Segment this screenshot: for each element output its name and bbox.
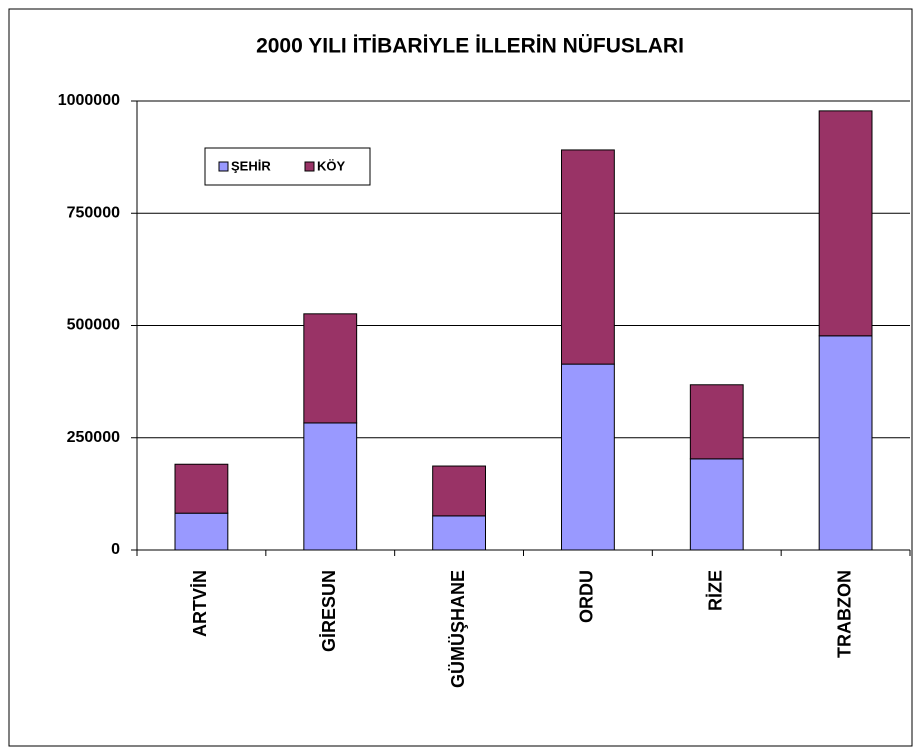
y-tick-label: 500000: [67, 317, 120, 334]
y-tick-label: 750000: [67, 204, 120, 221]
bar-segment: [818, 110, 873, 337]
x-tick-label: ARTVİN: [190, 570, 210, 637]
bar-segment: [303, 422, 358, 551]
bar-segment: [561, 363, 615, 551]
bar-segment: [561, 149, 615, 365]
bar-segment: [432, 515, 486, 551]
x-tick-label: RİZE: [706, 570, 726, 611]
x-tick-label: TRABZON: [834, 570, 854, 658]
bar-segment: [174, 463, 229, 514]
legend-label: KÖY: [317, 158, 346, 173]
y-tick-label: 1000000: [58, 92, 120, 109]
chart-title: 2000 YILI İTİBARİYLE İLLERİN NÜFUSLARI: [256, 35, 684, 58]
chart-frame: [8, 8, 913, 747]
bar-segment: [689, 384, 744, 460]
bar-segment: [303, 313, 358, 424]
x-tick-label: ORDU: [577, 570, 597, 623]
x-tick-label: GÜMÜŞHANE: [448, 570, 468, 688]
bar-segment: [174, 512, 229, 551]
y-tick-label: 0: [111, 541, 120, 558]
bar-segment: [432, 465, 486, 517]
legend-label: ŞEHİR: [231, 158, 271, 173]
x-tick-label: GİRESUN: [319, 570, 339, 652]
legend-box: [204, 147, 371, 186]
bar-segment: [689, 458, 744, 551]
bar-segment: [818, 335, 873, 551]
legend-swatch: [304, 161, 315, 172]
legend-swatch: [218, 161, 229, 172]
y-tick-label: 250000: [67, 429, 120, 446]
